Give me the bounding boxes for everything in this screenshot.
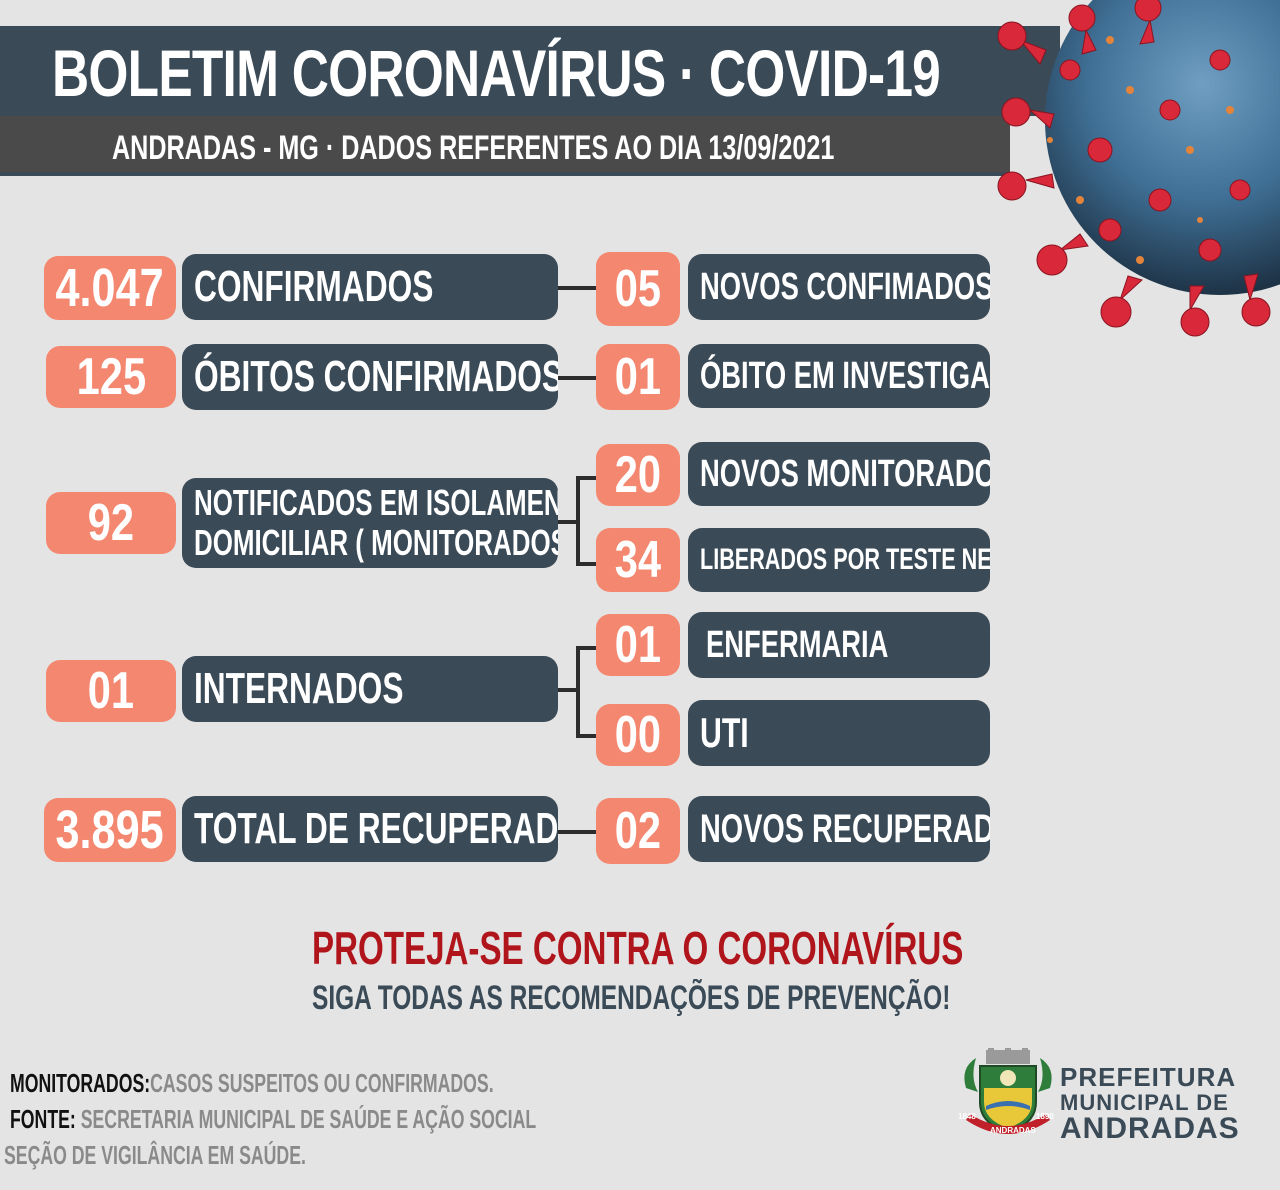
obito-investigacao-label: ÓBITO EM INVESTIGAÇÃO: [688, 344, 990, 408]
obitos-value: 125: [46, 346, 176, 408]
footer-monitorados-key: MONITORADOS:: [10, 1068, 151, 1098]
connector: [576, 646, 580, 738]
logo-line2: MUNICIPAL DE: [1060, 1090, 1229, 1115]
footer-fonte-key: FONTE:: [10, 1104, 76, 1134]
slogan-subline: SIGA TODAS AS RECOMENDAÇÕES DE PREVENÇÃO…: [312, 979, 951, 1017]
page-subtitle: ANDRADAS - MG · DADOS REFERENTES AO DIA …: [112, 129, 835, 167]
enfermaria-value: 01: [596, 614, 680, 676]
monitorados-label: NOTIFICADOS EM ISOLAMENTO DOMICILIAR ( M…: [182, 478, 558, 568]
uti-value: 00: [596, 704, 680, 766]
monitorados-value: 92: [46, 492, 176, 554]
connector: [576, 734, 598, 738]
subtitle-bar: [0, 116, 1010, 176]
obito-investigacao-value: 01: [596, 344, 680, 410]
connector: [576, 476, 598, 480]
recuperados-value: 3.895: [44, 798, 176, 862]
connector: [558, 286, 598, 290]
confirmados-value: 4.047: [44, 256, 176, 320]
connector: [558, 520, 578, 524]
obitos-label: ÓBITOS CONFIRMADOS: [182, 344, 558, 410]
novos-recuperados-label: NOVOS RECUPERADOS: [688, 796, 990, 862]
page-title: BOLETIM CORONAVÍRUS · COVID-19: [52, 36, 941, 110]
liberados-label: LIBERADOS POR TESTE NEGATIVOS: [688, 528, 990, 592]
uti-label: UTI: [688, 700, 990, 766]
internados-label: INTERNADOS: [182, 656, 558, 722]
liberados-value: 34: [596, 528, 680, 592]
logo-line3: ANDRADAS: [1060, 1112, 1240, 1145]
enfermaria-label: ENFERMARIA: [688, 612, 990, 678]
novos-recuperados-value: 02: [596, 798, 680, 864]
virus-illustration: [990, 0, 1280, 340]
connector: [558, 688, 578, 692]
footer-fonte: FONTE: SECRETARIA MUNICIPAL DE SAÚDE E A…: [10, 1104, 536, 1135]
novos-confirmados-value: 05: [596, 252, 680, 326]
novos-confirmados-label: NOVOS CONFIMADOS: [688, 254, 990, 320]
prefeitura-logo-text: PREFEITURA MUNICIPAL DE ANDRADAS: [1060, 1062, 1240, 1145]
connector: [576, 476, 580, 566]
seal-year-right: 1890: [1036, 1112, 1054, 1121]
novos-monitorados-value: 20: [596, 444, 680, 506]
connector: [576, 562, 598, 566]
monitorados-label-line1: NOTIFICADOS EM ISOLAMENTO: [194, 482, 558, 523]
footer-fonte-value: SECRETARIA MUNICIPAL DE SAÚDE E AÇÃO SOC…: [75, 1104, 537, 1134]
header-bar: [0, 26, 1060, 116]
confirmados-label: CONFIRMADOS: [182, 254, 558, 320]
logo-line1: PREFEITURA: [1060, 1062, 1237, 1092]
connector: [558, 830, 598, 834]
novos-monitorados-label: NOVOS MONITORADOS: [688, 442, 990, 506]
footer-monitorados: MONITORADOS:CASOS SUSPEITOS OU CONFIRMAD…: [10, 1068, 494, 1099]
internados-value: 01: [46, 660, 176, 722]
connector: [576, 646, 598, 650]
footer-secao: SEÇÃO DE VIGILÂNCIA EM SAÚDE.: [4, 1140, 306, 1170]
footer-monitorados-value: CASOS SUSPEITOS OU CONFIRMADOS.: [150, 1068, 494, 1098]
connector: [558, 376, 598, 380]
monitorados-label-line2: DOMICILIAR ( MONITORADOS ): [194, 522, 558, 563]
seal-year-left: 1848: [958, 1112, 976, 1121]
recuperados-label: TOTAL DE RECUPERADOS: [182, 796, 558, 862]
slogan-headline: PROTEJA-SE CONTRA O CORONAVÍRUS: [312, 922, 964, 974]
municipal-seal-icon: 1848 ANDRADAS 1890: [956, 1048, 1060, 1144]
seal-text: ANDRADAS: [990, 1126, 1036, 1135]
